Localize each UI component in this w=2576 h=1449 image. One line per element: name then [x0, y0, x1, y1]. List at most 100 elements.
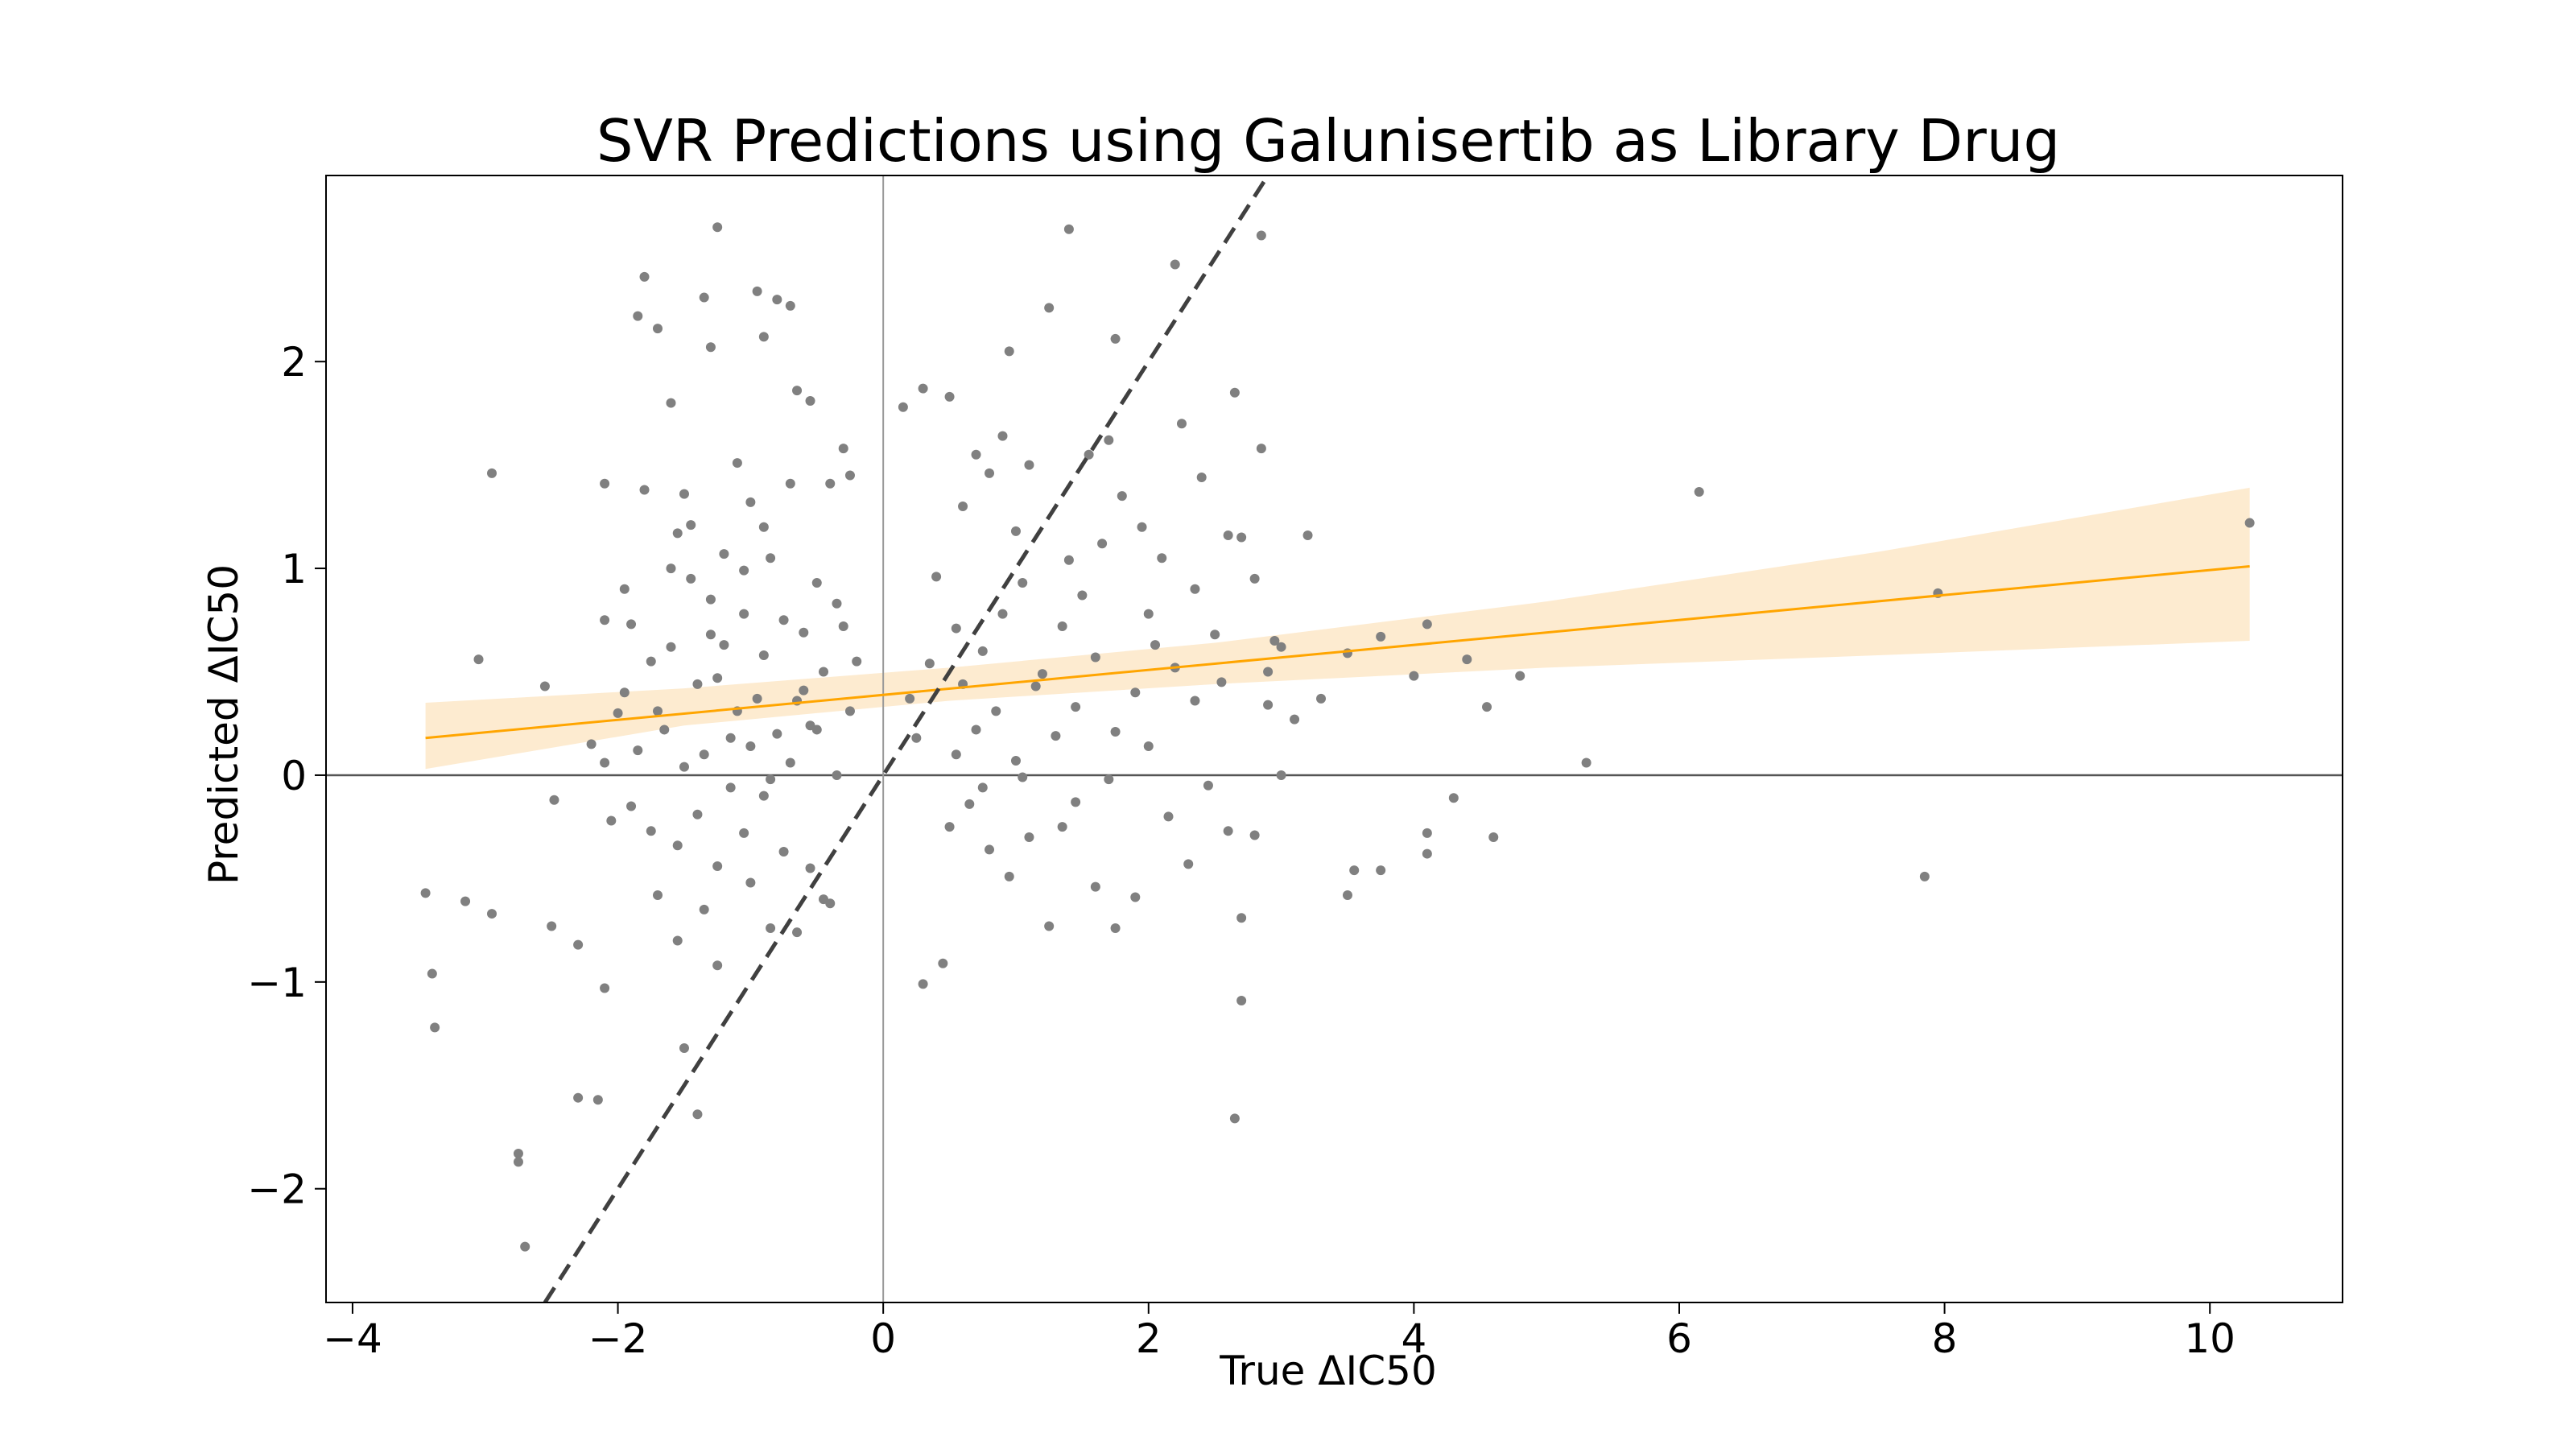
data-point — [712, 861, 723, 871]
data-point — [778, 847, 789, 857]
data-point — [1236, 995, 1247, 1005]
data-point — [1269, 635, 1280, 646]
data-point — [766, 774, 776, 785]
data-point — [1409, 671, 1419, 681]
data-point — [705, 342, 716, 353]
data-point — [420, 888, 431, 898]
y-tick-label: 1 — [281, 546, 307, 592]
data-point — [739, 609, 749, 619]
data-point — [758, 522, 769, 532]
data-point — [666, 642, 676, 652]
data-point — [592, 1095, 603, 1105]
data-point — [619, 584, 630, 594]
x-tick-label: 0 — [870, 1315, 896, 1362]
data-point — [1376, 865, 1386, 876]
data-point — [844, 470, 855, 481]
data-point — [944, 822, 955, 832]
data-point — [1203, 780, 1213, 791]
data-point — [573, 939, 584, 950]
data-point — [1024, 832, 1034, 843]
data-point — [1030, 681, 1041, 691]
plot-inner — [326, 175, 2343, 1302]
data-point — [1010, 755, 1021, 766]
data-point — [832, 598, 842, 609]
data-point — [1216, 677, 1227, 687]
data-point — [1071, 702, 1081, 712]
data-point — [792, 927, 803, 938]
data-point — [600, 478, 610, 489]
data-point — [985, 468, 995, 478]
data-point — [513, 1157, 523, 1167]
data-point — [785, 758, 795, 768]
data-point — [672, 840, 683, 851]
data-point — [1090, 881, 1100, 892]
data-point — [1004, 871, 1014, 881]
data-point — [600, 615, 610, 625]
data-point — [1004, 346, 1014, 357]
data-point — [659, 724, 670, 735]
y-tick-label: −2 — [247, 1166, 307, 1213]
data-point — [1462, 654, 1472, 665]
data-point — [646, 656, 656, 667]
data-point — [1157, 553, 1167, 564]
data-point — [549, 795, 559, 805]
data-point — [772, 729, 782, 739]
y-tick-label: 0 — [281, 753, 307, 799]
data-point — [1515, 671, 1525, 681]
data-point — [712, 673, 723, 683]
data-point — [805, 863, 815, 873]
data-point — [633, 311, 643, 321]
data-point — [606, 815, 617, 826]
data-point — [739, 565, 749, 576]
data-point — [686, 573, 696, 584]
data-point — [1071, 797, 1081, 807]
data-point — [1422, 848, 1432, 859]
data-point — [1236, 913, 1247, 923]
data-point — [805, 396, 815, 406]
data-point — [758, 650, 769, 660]
data-point — [600, 983, 610, 993]
data-point — [1919, 871, 1930, 881]
data-point — [1229, 1113, 1240, 1124]
data-point — [1376, 631, 1386, 642]
data-point — [852, 656, 862, 667]
data-point — [699, 749, 709, 760]
data-point — [825, 478, 836, 489]
data-point — [430, 1022, 440, 1033]
x-tick-label: 2 — [1136, 1315, 1162, 1362]
confidence-band — [425, 487, 2250, 770]
data-point — [653, 706, 663, 716]
data-point — [1694, 487, 1704, 497]
data-point — [719, 549, 729, 559]
data-point — [785, 478, 795, 489]
data-point — [1170, 259, 1180, 270]
data-point — [732, 458, 742, 469]
data-point — [1249, 573, 1260, 584]
data-point — [1249, 830, 1260, 840]
data-point — [1077, 590, 1088, 601]
data-point — [692, 1109, 703, 1120]
data-point — [971, 449, 981, 460]
data-point — [1196, 473, 1207, 483]
data-point — [1256, 230, 1266, 241]
data-point — [1302, 530, 1313, 540]
x-tick-label: −2 — [588, 1315, 648, 1362]
data-point — [1422, 828, 1432, 838]
data-point — [766, 553, 776, 564]
data-point — [1044, 921, 1055, 931]
data-point — [752, 693, 762, 704]
identity-line — [543, 175, 1270, 1302]
data-point — [513, 1149, 523, 1159]
data-point — [1342, 890, 1352, 900]
data-point — [666, 398, 676, 408]
data-point — [573, 1092, 584, 1103]
data-point — [1183, 859, 1194, 869]
data-point — [1163, 811, 1174, 822]
x-tick-label: 6 — [1666, 1315, 1692, 1362]
data-point — [1063, 555, 1074, 565]
data-point — [1581, 758, 1591, 768]
data-point — [653, 324, 663, 334]
data-point — [832, 770, 842, 780]
data-point — [1263, 667, 1274, 677]
x-tick-label: −4 — [323, 1315, 382, 1362]
